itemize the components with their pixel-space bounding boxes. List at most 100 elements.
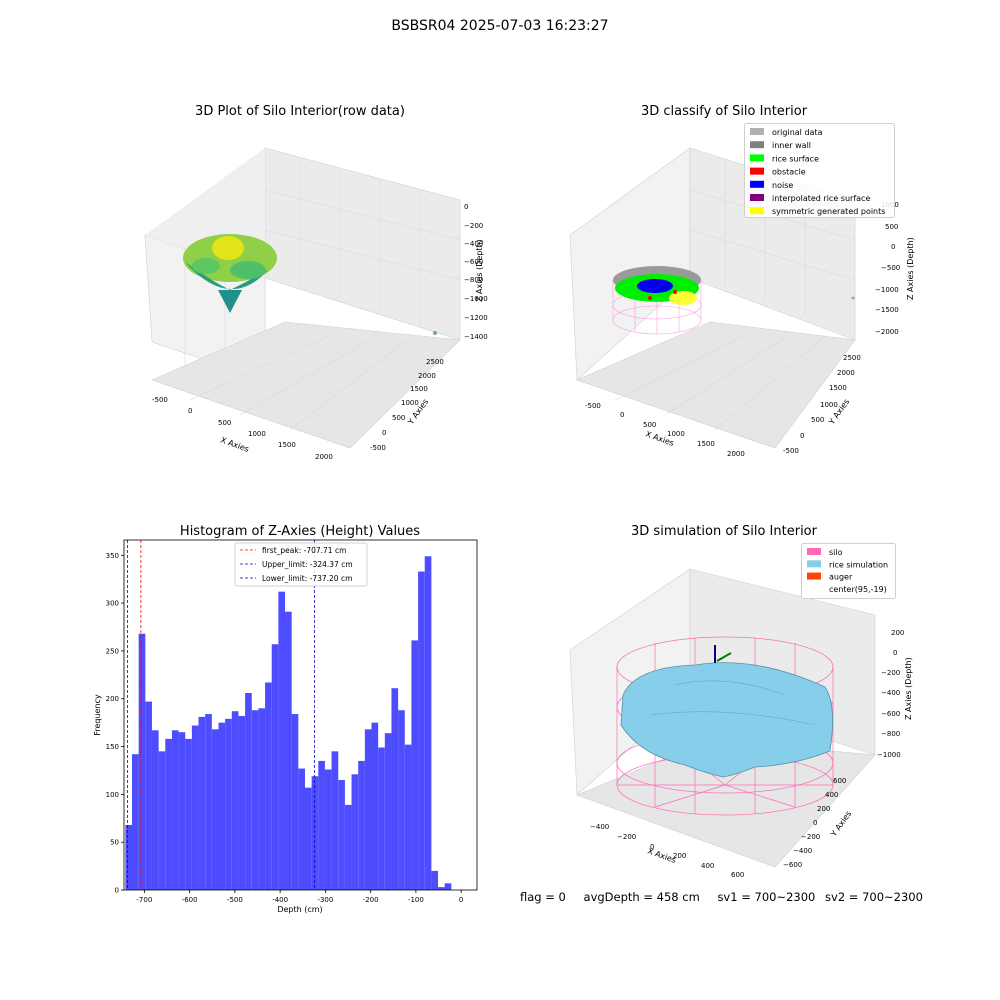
raw-xtick: 500 bbox=[218, 419, 231, 427]
histogram-xtick-label: -500 bbox=[227, 896, 243, 904]
histogram-xtick-label: -100 bbox=[408, 896, 424, 904]
histogram-bar bbox=[338, 780, 345, 890]
histogram-bar bbox=[351, 774, 359, 890]
classify-ytick: -500 bbox=[783, 447, 799, 455]
raw-ytick: -500 bbox=[370, 444, 386, 452]
raw-ztick: −600 bbox=[464, 258, 483, 266]
histogram-bars bbox=[125, 556, 452, 890]
histogram-bar bbox=[138, 633, 146, 890]
histogram-bar bbox=[438, 887, 445, 890]
simulation-ztick: −800 bbox=[881, 730, 900, 738]
histogram-bar bbox=[171, 730, 179, 890]
histogram-bar bbox=[285, 611, 292, 890]
simulation-auger bbox=[714, 645, 732, 663]
simulation-axis-ticks: −400 −200 0 200 400 600 −600 −400 −200 0… bbox=[590, 629, 904, 879]
histogram-bar bbox=[311, 776, 319, 890]
histogram-bar bbox=[132, 754, 139, 890]
flag-text: flag = 0 bbox=[520, 890, 566, 904]
histogram-bar bbox=[125, 824, 133, 890]
classify-ztick: −1000 bbox=[875, 286, 899, 294]
simulation-xtick: −400 bbox=[590, 823, 609, 831]
histogram-bar bbox=[151, 730, 159, 890]
simulation-xtick: −200 bbox=[617, 833, 636, 841]
sv1-text: sv1 = 700~2300 bbox=[717, 890, 816, 904]
histogram-ylabel: Frequency bbox=[93, 694, 102, 736]
histogram-ytick-label: 250 bbox=[106, 647, 119, 655]
raw-xtick: 2000 bbox=[315, 453, 333, 461]
simulation-ytick: 600 bbox=[833, 777, 846, 785]
histogram-bar bbox=[198, 716, 206, 890]
avg-depth-text: avgDepth = 458 cm bbox=[583, 890, 700, 904]
histogram-bar bbox=[265, 682, 272, 890]
simulation-3d-plot[interactable]: −400 −200 0 200 400 600 −600 −400 −200 0… bbox=[555, 555, 935, 880]
classify-ytick: 1500 bbox=[829, 384, 847, 392]
simulation-legend: silo rice simulation auger center(95,-19) bbox=[801, 543, 896, 599]
raw-ytick: 1000 bbox=[401, 399, 419, 407]
simulation-ztick: −1000 bbox=[877, 751, 901, 759]
histogram-bar bbox=[444, 883, 452, 890]
histogram-bar bbox=[418, 571, 425, 890]
histogram-ytick-label: 150 bbox=[106, 743, 119, 751]
raw-ytick: 0 bbox=[382, 429, 386, 437]
raw-ytick: 1500 bbox=[410, 385, 428, 393]
histogram-xtick-label: -300 bbox=[317, 896, 333, 904]
classify-legend-swatch bbox=[750, 180, 764, 188]
simulation-legend-label: silo bbox=[829, 548, 843, 557]
simulation-ytick: −400 bbox=[793, 847, 812, 855]
classify-legend-label: interpolated rice surface bbox=[772, 194, 870, 203]
classify-legend-label: obstacle bbox=[772, 168, 806, 177]
classify-legend-label: inner wall bbox=[772, 141, 811, 150]
classify-legend: original data inner wall rice surface obsta… bbox=[744, 123, 895, 218]
histogram-bar bbox=[391, 688, 399, 890]
histogram-xtick-label: -200 bbox=[363, 896, 379, 904]
histogram-bar bbox=[211, 729, 219, 890]
raw-ytick: 2000 bbox=[418, 372, 436, 380]
raw-xtick: 0 bbox=[188, 407, 192, 415]
histogram-chart[interactable]: -700 -600 -500 -400 -300 -200 -100 0 0 50 100 150 20… bbox=[82, 532, 492, 918]
raw-3d-plot[interactable]: -500 0 500 1000 1500 2000 -500 0 500 100… bbox=[130, 130, 510, 470]
raw-zlabel: Z Axies (Depth) bbox=[475, 239, 484, 302]
histogram-bar bbox=[431, 870, 439, 890]
classify-legend-label: original data bbox=[772, 128, 823, 137]
raw-xlabel: X Axies bbox=[219, 435, 250, 454]
raw-ztick: −400 bbox=[464, 240, 483, 248]
histogram-legend-box bbox=[234, 542, 368, 587]
histogram-bar bbox=[291, 714, 299, 890]
histogram-vlines bbox=[127, 540, 315, 890]
classify-legend-swatch bbox=[750, 207, 764, 215]
classify-legend-label: noise bbox=[772, 181, 793, 190]
raw-point-cloud bbox=[183, 234, 437, 335]
status-footer: flag = 0 avgDepth = 458 cm sv1 = 700~230… bbox=[520, 890, 937, 904]
simulation-xtick: 600 bbox=[731, 871, 744, 879]
raw-ztick: −1200 bbox=[464, 314, 488, 322]
classify-xtick: -500 bbox=[585, 402, 601, 410]
histogram-bar bbox=[364, 729, 372, 890]
histogram-title: Histogram of Z-Axies (Height) Values bbox=[179, 524, 421, 539]
classify-ytick: 1000 bbox=[820, 401, 838, 409]
simulation-xtick: 200 bbox=[673, 852, 686, 860]
classify-ytick: 2500 bbox=[843, 354, 861, 362]
figure-title: BSBSR04 2025-07-03 16:23:27 bbox=[391, 18, 609, 34]
histogram-ytick-label: 200 bbox=[106, 695, 119, 703]
simulation-legend-label: center(95,-19) bbox=[829, 585, 887, 594]
histogram-bar bbox=[225, 718, 232, 890]
raw-ytick: 500 bbox=[392, 414, 405, 422]
simulation-ztick: −600 bbox=[881, 710, 900, 718]
histogram-bar bbox=[278, 591, 286, 890]
raw-ytick: 2500 bbox=[426, 358, 444, 366]
classify-ztick: −500 bbox=[881, 264, 900, 272]
classify-legend-swatch bbox=[750, 128, 764, 135]
histogram-bar bbox=[371, 722, 379, 890]
histogram-bar bbox=[238, 715, 246, 890]
histogram-bar bbox=[384, 733, 392, 890]
simulation-legend-swatch bbox=[807, 560, 821, 568]
simulation-ztick: 0 bbox=[893, 649, 897, 657]
raw-ztick: −200 bbox=[464, 222, 483, 230]
simulation-legend-swatch bbox=[807, 548, 821, 555]
histogram-bar bbox=[298, 768, 305, 890]
histogram-bar bbox=[318, 760, 325, 890]
histogram-bar bbox=[191, 725, 199, 890]
classify-zlabel: Z Axies (Depth) bbox=[906, 237, 915, 300]
simulation-ztick: −400 bbox=[881, 689, 900, 697]
simulation-ytick: −200 bbox=[801, 833, 820, 841]
